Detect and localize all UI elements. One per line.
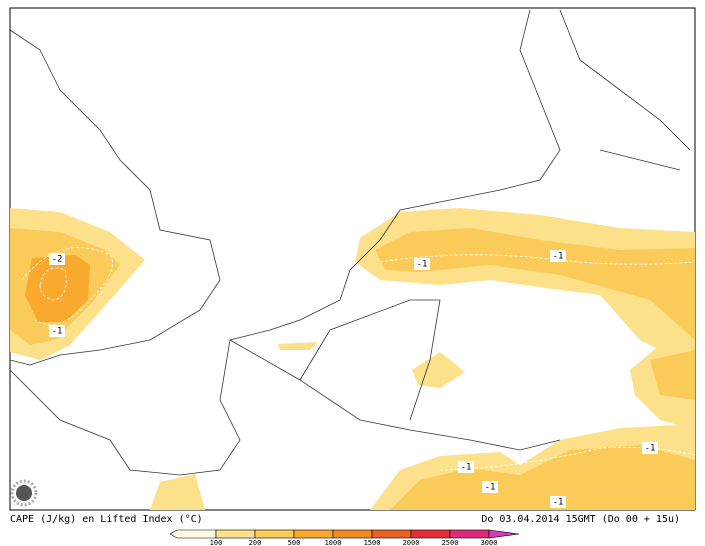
colorbar-tip bbox=[169, 529, 217, 539]
colorbar-label: 3000 bbox=[481, 539, 498, 546]
isolines bbox=[21, 247, 696, 471]
contour-label: -1 bbox=[52, 327, 63, 337]
colorbar: 100 200 500 1000 1500 2000 2500 3000 bbox=[169, 529, 520, 546]
sun-icon bbox=[10, 479, 38, 507]
contour-label: -2 bbox=[52, 255, 63, 265]
colorbar-label: 1000 bbox=[325, 539, 342, 546]
colorbar-label: 2000 bbox=[403, 539, 420, 546]
colorbar-label: 100 bbox=[210, 539, 223, 546]
contour-label: -1 bbox=[645, 444, 656, 454]
colorbar-segment bbox=[449, 529, 490, 539]
contour-label: -1 bbox=[417, 260, 428, 270]
contour-labels: -2 -1 -1 -1 -1 -1 -1 -1 bbox=[49, 250, 658, 508]
contour-label: -1 bbox=[553, 498, 564, 508]
cape-fields bbox=[10, 208, 695, 510]
footer-left: CAPE (J/kg) en Lifted Index (°C) bbox=[10, 514, 203, 525]
contour-label: -1 bbox=[553, 252, 564, 262]
colorbar-segment bbox=[254, 529, 295, 539]
coastlines bbox=[9, 9, 691, 476]
colorbar-label: 1500 bbox=[364, 539, 381, 546]
footer-right: Do 03.04.2014 15GMT (Do 00 + 15u) bbox=[481, 514, 680, 525]
contour-label: -1 bbox=[461, 463, 472, 473]
colorbar-segment bbox=[410, 529, 451, 539]
colorbar-segment bbox=[332, 529, 373, 539]
colorbar-label: 2500 bbox=[442, 539, 459, 546]
colorbar-segment bbox=[215, 529, 256, 539]
contour-label: -1 bbox=[485, 483, 496, 493]
colorbar-label: 500 bbox=[288, 539, 301, 546]
colorbar-segment bbox=[293, 529, 334, 539]
colorbar-tip bbox=[488, 529, 520, 539]
colorbar-segment bbox=[371, 529, 412, 539]
colorbar-label: 200 bbox=[249, 539, 262, 546]
